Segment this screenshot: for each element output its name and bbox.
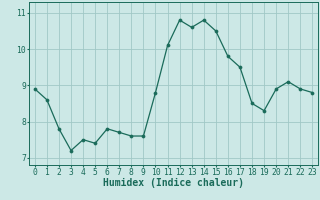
X-axis label: Humidex (Indice chaleur): Humidex (Indice chaleur)	[103, 178, 244, 188]
